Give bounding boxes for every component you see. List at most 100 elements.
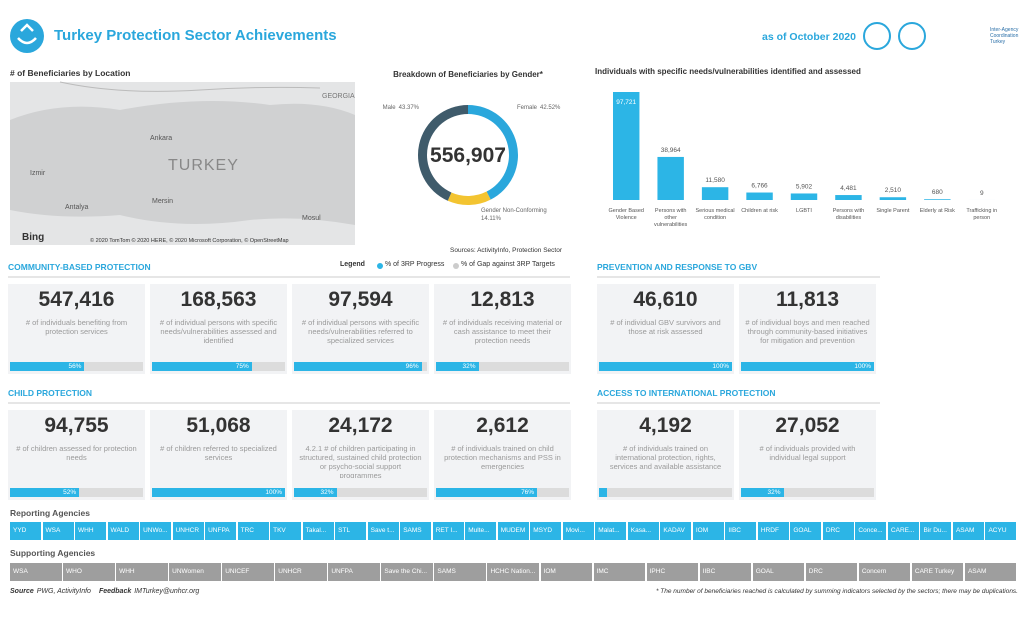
kpi-value: 4,192: [639, 414, 692, 437]
agency-chip: STL: [335, 522, 367, 540]
partner-name: Inter-Agency Coordination Turkey: [990, 27, 1019, 45]
kpi-card: 4,192 # of individuals trained on interna…: [597, 410, 734, 500]
bar: [746, 192, 773, 200]
agency-chip: Multe...: [465, 522, 497, 540]
progress-bar: 96%: [294, 362, 422, 371]
progress-label: 100%: [854, 363, 871, 370]
kpi-card: 12,813 # of individuals receiving materia…: [434, 284, 571, 374]
kpi-value: 24,172: [328, 414, 393, 437]
map-city: Antalya: [65, 204, 88, 211]
agency-chip: IPHC: [646, 563, 699, 581]
progress-label: 32%: [767, 489, 781, 496]
bar-category-label: Persons with other vulnerabilities: [653, 208, 688, 228]
progress-track: 52%: [10, 488, 143, 497]
supporting-title: Supporting Agencies: [10, 548, 96, 558]
bar-value-label: 6,766: [751, 183, 768, 190]
agency-chip: Concern: [858, 563, 911, 581]
bar: [701, 187, 729, 200]
bar-category-label: Trafficking in person: [966, 208, 998, 221]
agency-chip: UNHCR: [275, 563, 327, 581]
progress-label: 52%: [63, 489, 77, 496]
agency-chip: TKV: [270, 522, 302, 540]
progress-label: 75%: [235, 363, 249, 370]
progress-bar: 32%: [741, 488, 784, 497]
progress-track: 96%: [294, 362, 427, 371]
bar-category-label: Serious medical condition: [695, 208, 735, 221]
agency-chip: DRC: [805, 563, 858, 581]
agency-chip: WSA: [10, 563, 62, 581]
bar-category-label: Single Parent: [876, 208, 910, 214]
agency-chip: GOAL: [752, 563, 805, 581]
progress-label: 96%: [405, 363, 419, 370]
report-date: as of October 2020: [762, 31, 856, 43]
kpi-description: # of children assessed for protection ne…: [16, 444, 137, 462]
slice-label: Female 42.52%: [517, 105, 561, 111]
footer-note: * The number of beneficiaries reached is…: [655, 588, 1018, 595]
progress-track: 56%: [10, 362, 143, 371]
footer-text: Source: [10, 588, 34, 595]
kpi-value: 547,416: [38, 288, 115, 311]
kpi-card: 97,594 # of individual persons with speci…: [292, 284, 429, 374]
kpi-card: 27,052 # of individuals provided with ind…: [739, 410, 876, 500]
slice-name: Male: [383, 105, 397, 111]
agency-chip: KADAV: [660, 522, 692, 540]
agency-chip: SAMS: [434, 563, 486, 581]
chart-title: Individuals with specific needs/vulnerab…: [595, 67, 861, 76]
progress-track: [599, 488, 732, 497]
legend-swatch: [377, 263, 383, 269]
donut-total: 556,907: [430, 144, 506, 167]
footer-left: Source PWG, ActivityInfo Feedback IMTurkey@…: [10, 588, 199, 595]
kpi-value: 46,610: [633, 288, 698, 311]
progress-label: 100%: [265, 489, 282, 496]
kpi-description: # of individuals benefiting from protect…: [25, 318, 128, 336]
slice-value: 43.37%: [399, 105, 420, 111]
agency-chip: WSA: [42, 522, 74, 540]
progress-track: 100%: [741, 362, 874, 371]
agency-chip: TRC: [237, 522, 269, 540]
agency-chip: MUDEM: [497, 522, 529, 540]
bar-value-label: 2,510: [885, 187, 902, 194]
bar-value-label: 5,902: [796, 183, 813, 190]
slice-label: Gender Non-Conforming 14.11%: [481, 208, 547, 222]
agency-chip: ASAM: [964, 563, 1017, 581]
kpi-description: # of individual persons with specific ne…: [159, 318, 278, 345]
agency-chip: IOM: [540, 563, 593, 581]
bar-value-label: 97,721: [616, 99, 636, 106]
kpi-card: 547,416 # of individuals benefiting from …: [8, 284, 145, 374]
kpi-description: # of individual GBV survivors and those …: [610, 318, 721, 336]
agency-chip: Bir Du...: [920, 522, 952, 540]
progress-bar: 100%: [599, 362, 732, 371]
map-title: # of Beneficiaries by Location: [10, 68, 131, 78]
bar-value-label: 4,481: [840, 185, 857, 192]
map-brand: Bing: [22, 232, 44, 243]
kpi-card: 94,755 # of children assessed for protect…: [8, 410, 145, 500]
agency-chip: IIBC: [699, 563, 752, 581]
agency-chip: MSYD: [530, 522, 562, 540]
progress-label: 32%: [462, 363, 476, 370]
legend-progress: % of 3RP Progress: [385, 261, 445, 268]
map-country: TURKEY: [168, 157, 239, 174]
bar: [835, 195, 862, 200]
progress-track: 32%: [436, 362, 569, 371]
kpi-description: # of individuals trained on child protec…: [444, 444, 561, 471]
map-coast: [59, 81, 321, 92]
bar-value-label: 38,964: [661, 147, 681, 154]
agency-chip: WHH: [116, 563, 168, 581]
map-city: Mosul: [302, 215, 321, 222]
kpi-value: 12,813: [470, 288, 535, 311]
map-attribution: © 2020 TomTom © 2020 HERE, © 2020 Micros…: [90, 237, 289, 244]
agency-chip: HRDF: [757, 522, 789, 540]
kpi-description: # of individual boys and men reached thr…: [745, 318, 870, 345]
map-neighbor: GEORGIA: [322, 93, 355, 100]
bar-category-label: Gender Based Violence: [608, 208, 644, 221]
kpi-card: 24,172 4.2.1 # of children participating …: [292, 410, 429, 500]
progress-track: 76%: [436, 488, 569, 497]
progress-track: 75%: [152, 362, 285, 371]
kpi-value: 11,813: [775, 288, 840, 311]
bar: [657, 156, 684, 200]
bar-category-label: LGBTI: [796, 208, 812, 214]
logo-icon: [17, 23, 37, 45]
bar-value-label: 680: [932, 189, 943, 196]
agency-chip: IIBC: [725, 522, 757, 540]
